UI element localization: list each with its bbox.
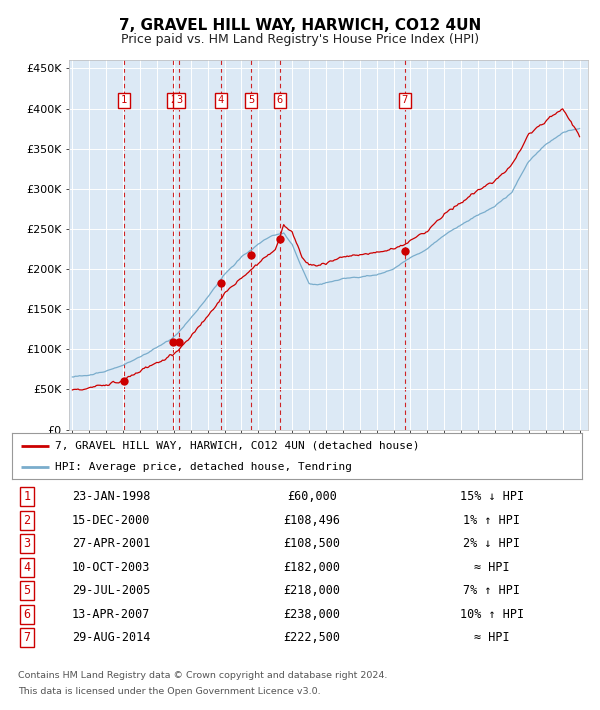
Text: £182,000: £182,000 bbox=[284, 561, 341, 574]
Text: 4: 4 bbox=[218, 95, 224, 106]
Text: 2: 2 bbox=[23, 514, 31, 527]
Text: 29-JUL-2005: 29-JUL-2005 bbox=[72, 584, 151, 597]
Text: 7, GRAVEL HILL WAY, HARWICH, CO12 4UN: 7, GRAVEL HILL WAY, HARWICH, CO12 4UN bbox=[119, 18, 481, 33]
Text: 1: 1 bbox=[23, 490, 31, 503]
Text: 15% ↓ HPI: 15% ↓ HPI bbox=[460, 490, 524, 503]
Text: 6: 6 bbox=[277, 95, 283, 106]
Text: 10% ↑ HPI: 10% ↑ HPI bbox=[460, 608, 524, 621]
Text: 7, GRAVEL HILL WAY, HARWICH, CO12 4UN (detached house): 7, GRAVEL HILL WAY, HARWICH, CO12 4UN (d… bbox=[55, 441, 419, 451]
Text: 7: 7 bbox=[23, 631, 31, 645]
Text: £222,500: £222,500 bbox=[284, 631, 341, 645]
Text: Contains HM Land Registry data © Crown copyright and database right 2024.: Contains HM Land Registry data © Crown c… bbox=[18, 671, 388, 680]
Text: Price paid vs. HM Land Registry's House Price Index (HPI): Price paid vs. HM Land Registry's House … bbox=[121, 33, 479, 46]
Text: £108,500: £108,500 bbox=[284, 537, 341, 550]
Text: 1: 1 bbox=[121, 95, 127, 106]
Text: 7: 7 bbox=[401, 95, 408, 106]
Text: £108,496: £108,496 bbox=[284, 514, 341, 527]
Text: 2: 2 bbox=[170, 95, 176, 106]
Text: 1% ↑ HPI: 1% ↑ HPI bbox=[463, 514, 521, 527]
Text: 10-OCT-2003: 10-OCT-2003 bbox=[72, 561, 151, 574]
Text: 2% ↓ HPI: 2% ↓ HPI bbox=[463, 537, 521, 550]
Text: HPI: Average price, detached house, Tendring: HPI: Average price, detached house, Tend… bbox=[55, 462, 352, 471]
Text: 15-DEC-2000: 15-DEC-2000 bbox=[72, 514, 151, 527]
Text: 3: 3 bbox=[23, 537, 31, 550]
Text: ≈ HPI: ≈ HPI bbox=[474, 561, 510, 574]
Text: 27-APR-2001: 27-APR-2001 bbox=[72, 537, 151, 550]
Text: 7% ↑ HPI: 7% ↑ HPI bbox=[463, 584, 521, 597]
Text: This data is licensed under the Open Government Licence v3.0.: This data is licensed under the Open Gov… bbox=[18, 687, 320, 696]
Text: 5: 5 bbox=[23, 584, 31, 597]
Text: 13-APR-2007: 13-APR-2007 bbox=[72, 608, 151, 621]
Text: 29-AUG-2014: 29-AUG-2014 bbox=[72, 631, 151, 645]
Text: 3: 3 bbox=[176, 95, 182, 106]
Text: 5: 5 bbox=[248, 95, 254, 106]
Text: £60,000: £60,000 bbox=[287, 490, 337, 503]
Text: £218,000: £218,000 bbox=[284, 584, 341, 597]
Text: 4: 4 bbox=[23, 561, 31, 574]
Text: £238,000: £238,000 bbox=[284, 608, 341, 621]
Text: 23-JAN-1998: 23-JAN-1998 bbox=[72, 490, 151, 503]
Text: ≈ HPI: ≈ HPI bbox=[474, 631, 510, 645]
Text: 6: 6 bbox=[23, 608, 31, 621]
